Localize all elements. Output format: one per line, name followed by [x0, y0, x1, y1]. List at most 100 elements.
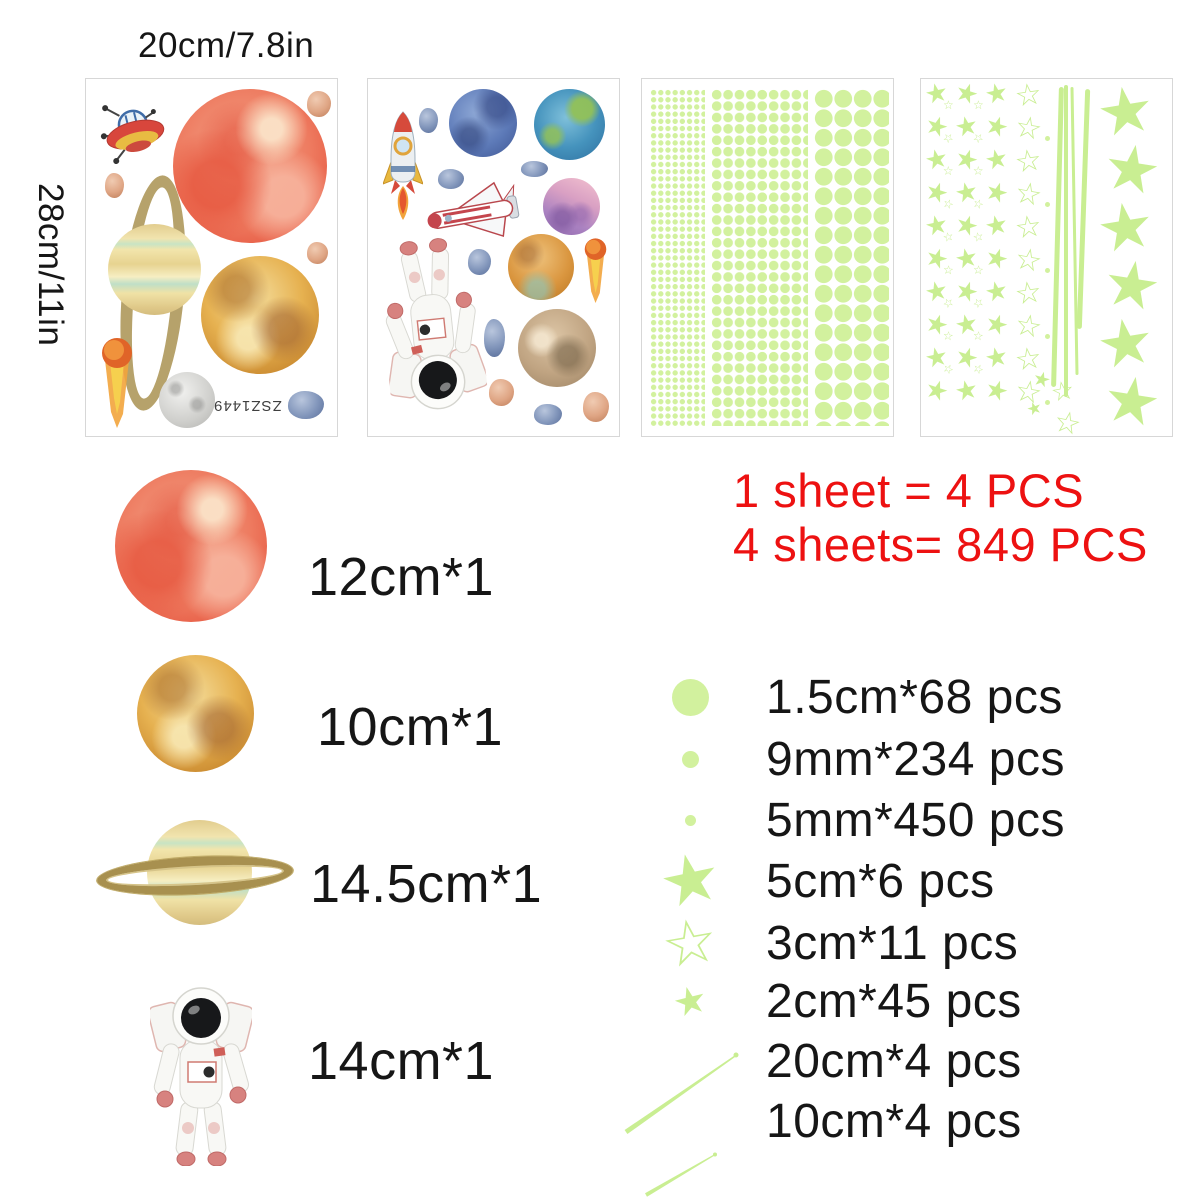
dot-small-icon: [684, 814, 696, 826]
dot-small-icon: [1045, 136, 1050, 141]
star-swirl-icon: ☆: [943, 98, 954, 112]
blue-rock-sticker: [438, 169, 464, 189]
legend-row: ★ 5cm*6 pcs: [640, 836, 995, 926]
star-swirl-icon: ☆: [973, 98, 984, 112]
legend-label: 3cm*11 pcs: [766, 916, 1019, 970]
legend-label: 10cm*4 pcs: [766, 1094, 1022, 1148]
blue-rock-sticker: [288, 391, 324, 419]
dot-grid-15mm: [813, 89, 889, 426]
orange-planet-sticker: [201, 256, 319, 374]
legend-label: 5mm*450 pcs: [766, 793, 1065, 847]
rocket-icon: [383, 111, 423, 220]
star-outline-icon: ☆: [1050, 403, 1085, 437]
purple-planet-sticker: [543, 178, 600, 235]
sticker-sheet-glow-stars: ★ ☆ ★ ☆ ★ ★ ☆ ★ ☆ ★ ★ ☆ ★ ☆ ★ ★ ☆ ★ ☆ ★ ★ ☆ ★ ☆ ★ ★ ☆ ★ ☆ ★ ★ ☆ ★ ☆ ★ ★ ☆ ★ ☆ ★…: [920, 78, 1173, 437]
dot-small-icon: [1045, 334, 1050, 339]
star-filled-small-icon: ★: [980, 175, 1013, 211]
saturn-size-label: 14.5cm*1: [310, 854, 543, 914]
star-outline-icon: ☆: [1012, 306, 1045, 347]
star-filled-small-icon: ★: [980, 307, 1013, 343]
legend-label: 1.5cm*68 pcs: [766, 670, 1063, 724]
saturn-ring: [96, 851, 294, 900]
legend-row: 10cm*4 pcs: [640, 1092, 1022, 1197]
star-outline-icon: ☆: [1012, 240, 1045, 281]
blue-planet-sticker: [449, 89, 517, 157]
star-outline-icon: ☆: [656, 901, 724, 984]
asteroid-sticker: [105, 173, 124, 198]
star-outline-icon: ☆: [1012, 142, 1045, 181]
star-filled-large-icon: ★: [1097, 360, 1166, 437]
meteor-line-icon: [1076, 88, 1091, 330]
star-filled-small-icon: ★: [980, 373, 1013, 409]
legend-row: 1.5cm*68 pcs: [640, 668, 1063, 726]
star-outline-icon: ☆: [1012, 208, 1045, 247]
orange-planet2-sticker: [508, 234, 574, 300]
meteor-line-short-icon: [645, 1152, 717, 1197]
comet-icon: [102, 338, 132, 428]
red-planet-sticker: [173, 89, 327, 243]
legend-label: 2cm*45 pcs: [766, 974, 1022, 1028]
star-filled-small-icon: ★: [982, 340, 1012, 376]
star-filled-small-icon: ★: [982, 208, 1012, 244]
dot-grid-9mm: [710, 89, 808, 426]
dot-grid-5mm: [650, 89, 705, 426]
astronaut-size-label: 14cm*1: [308, 1031, 495, 1091]
star-filled-small-icon: ★: [952, 373, 982, 409]
star-outline-icon: ☆: [1048, 375, 1077, 409]
astronaut-sticker: [374, 234, 491, 415]
moon-sticker: [159, 372, 215, 428]
asteroid-sticker: [307, 242, 328, 264]
star-outline-icon: ☆: [1012, 174, 1045, 215]
asteroid-sticker: [307, 91, 331, 117]
star-filled-small-icon: ★: [980, 241, 1013, 277]
sticker-sheet-planets-1: ZSZ1449: [85, 78, 338, 437]
meteor-line-long-icon: [624, 1052, 739, 1134]
star-filled-small-icon: ★: [982, 78, 1012, 112]
blue-rock-sticker: [468, 249, 491, 275]
orange-planet-size-label: 10cm*1: [317, 697, 504, 757]
sheet-width-label: 20cm/7.8in: [138, 26, 315, 65]
meteor-line-icon: [1070, 86, 1079, 376]
legend-row: ☆ 3cm*11 pcs: [640, 902, 1019, 984]
blue-rock-sticker: [419, 108, 438, 133]
dot-small-icon: [1045, 400, 1050, 405]
space-shuttle-icon: [427, 181, 520, 238]
comet-icon: [584, 238, 607, 303]
blue-rock-sticker: [484, 319, 505, 357]
sticker-sheet-glow-dots: [641, 78, 894, 437]
meteor-line-icon: [1051, 86, 1064, 388]
blue-rock-sticker: [534, 404, 562, 425]
red-planet-item: [115, 470, 267, 622]
sticker-sheet-planets-2: [367, 78, 620, 437]
orange-planet-item: [137, 655, 254, 772]
dot-small-icon: [1045, 202, 1050, 207]
sheet-height-label: 28cm/11in: [31, 183, 70, 347]
legend-row: 9mm*234 pcs: [640, 730, 1065, 788]
brown-planet-sticker: [518, 309, 596, 387]
saturn-item: [95, 815, 295, 935]
star-filled-small-icon: ★: [668, 975, 712, 1027]
earth-sticker: [534, 89, 605, 160]
dot-large-icon: [671, 678, 709, 716]
asteroid-sticker: [489, 379, 514, 406]
sheet-count-info: 1 sheet = 4 PCS 4 sheets= 849 PCS: [733, 464, 1148, 572]
legend-row: ★ 2cm*45 pcs: [640, 972, 1022, 1030]
sheet-code: ZSZ1449: [213, 397, 282, 414]
legend-label: 5cm*6 pcs: [766, 854, 995, 908]
dot-small-icon: [1045, 268, 1050, 273]
saturn-body: [147, 820, 252, 925]
legend-row: 5mm*450 pcs: [640, 791, 1065, 849]
dot-medium-icon: [681, 750, 699, 768]
sheet-count-line1: 1 sheet = 4 PCS: [733, 464, 1085, 517]
legend-label: 9mm*234 pcs: [766, 732, 1065, 786]
astronaut-item: [150, 987, 252, 1166]
star-outline-icon: ☆: [1012, 274, 1045, 313]
legend-row: 20cm*4 pcs: [624, 1032, 1022, 1134]
blue-rock-sticker: [521, 161, 548, 177]
asteroid-sticker: [583, 392, 609, 422]
star-filled-small-icon: ★: [1024, 397, 1045, 421]
saturn-sticker: [108, 224, 201, 315]
star-filled-small-icon: ★: [980, 109, 1013, 145]
star-filled-small-icon: ★: [982, 274, 1012, 310]
star-outline-icon: ☆: [1012, 108, 1045, 149]
